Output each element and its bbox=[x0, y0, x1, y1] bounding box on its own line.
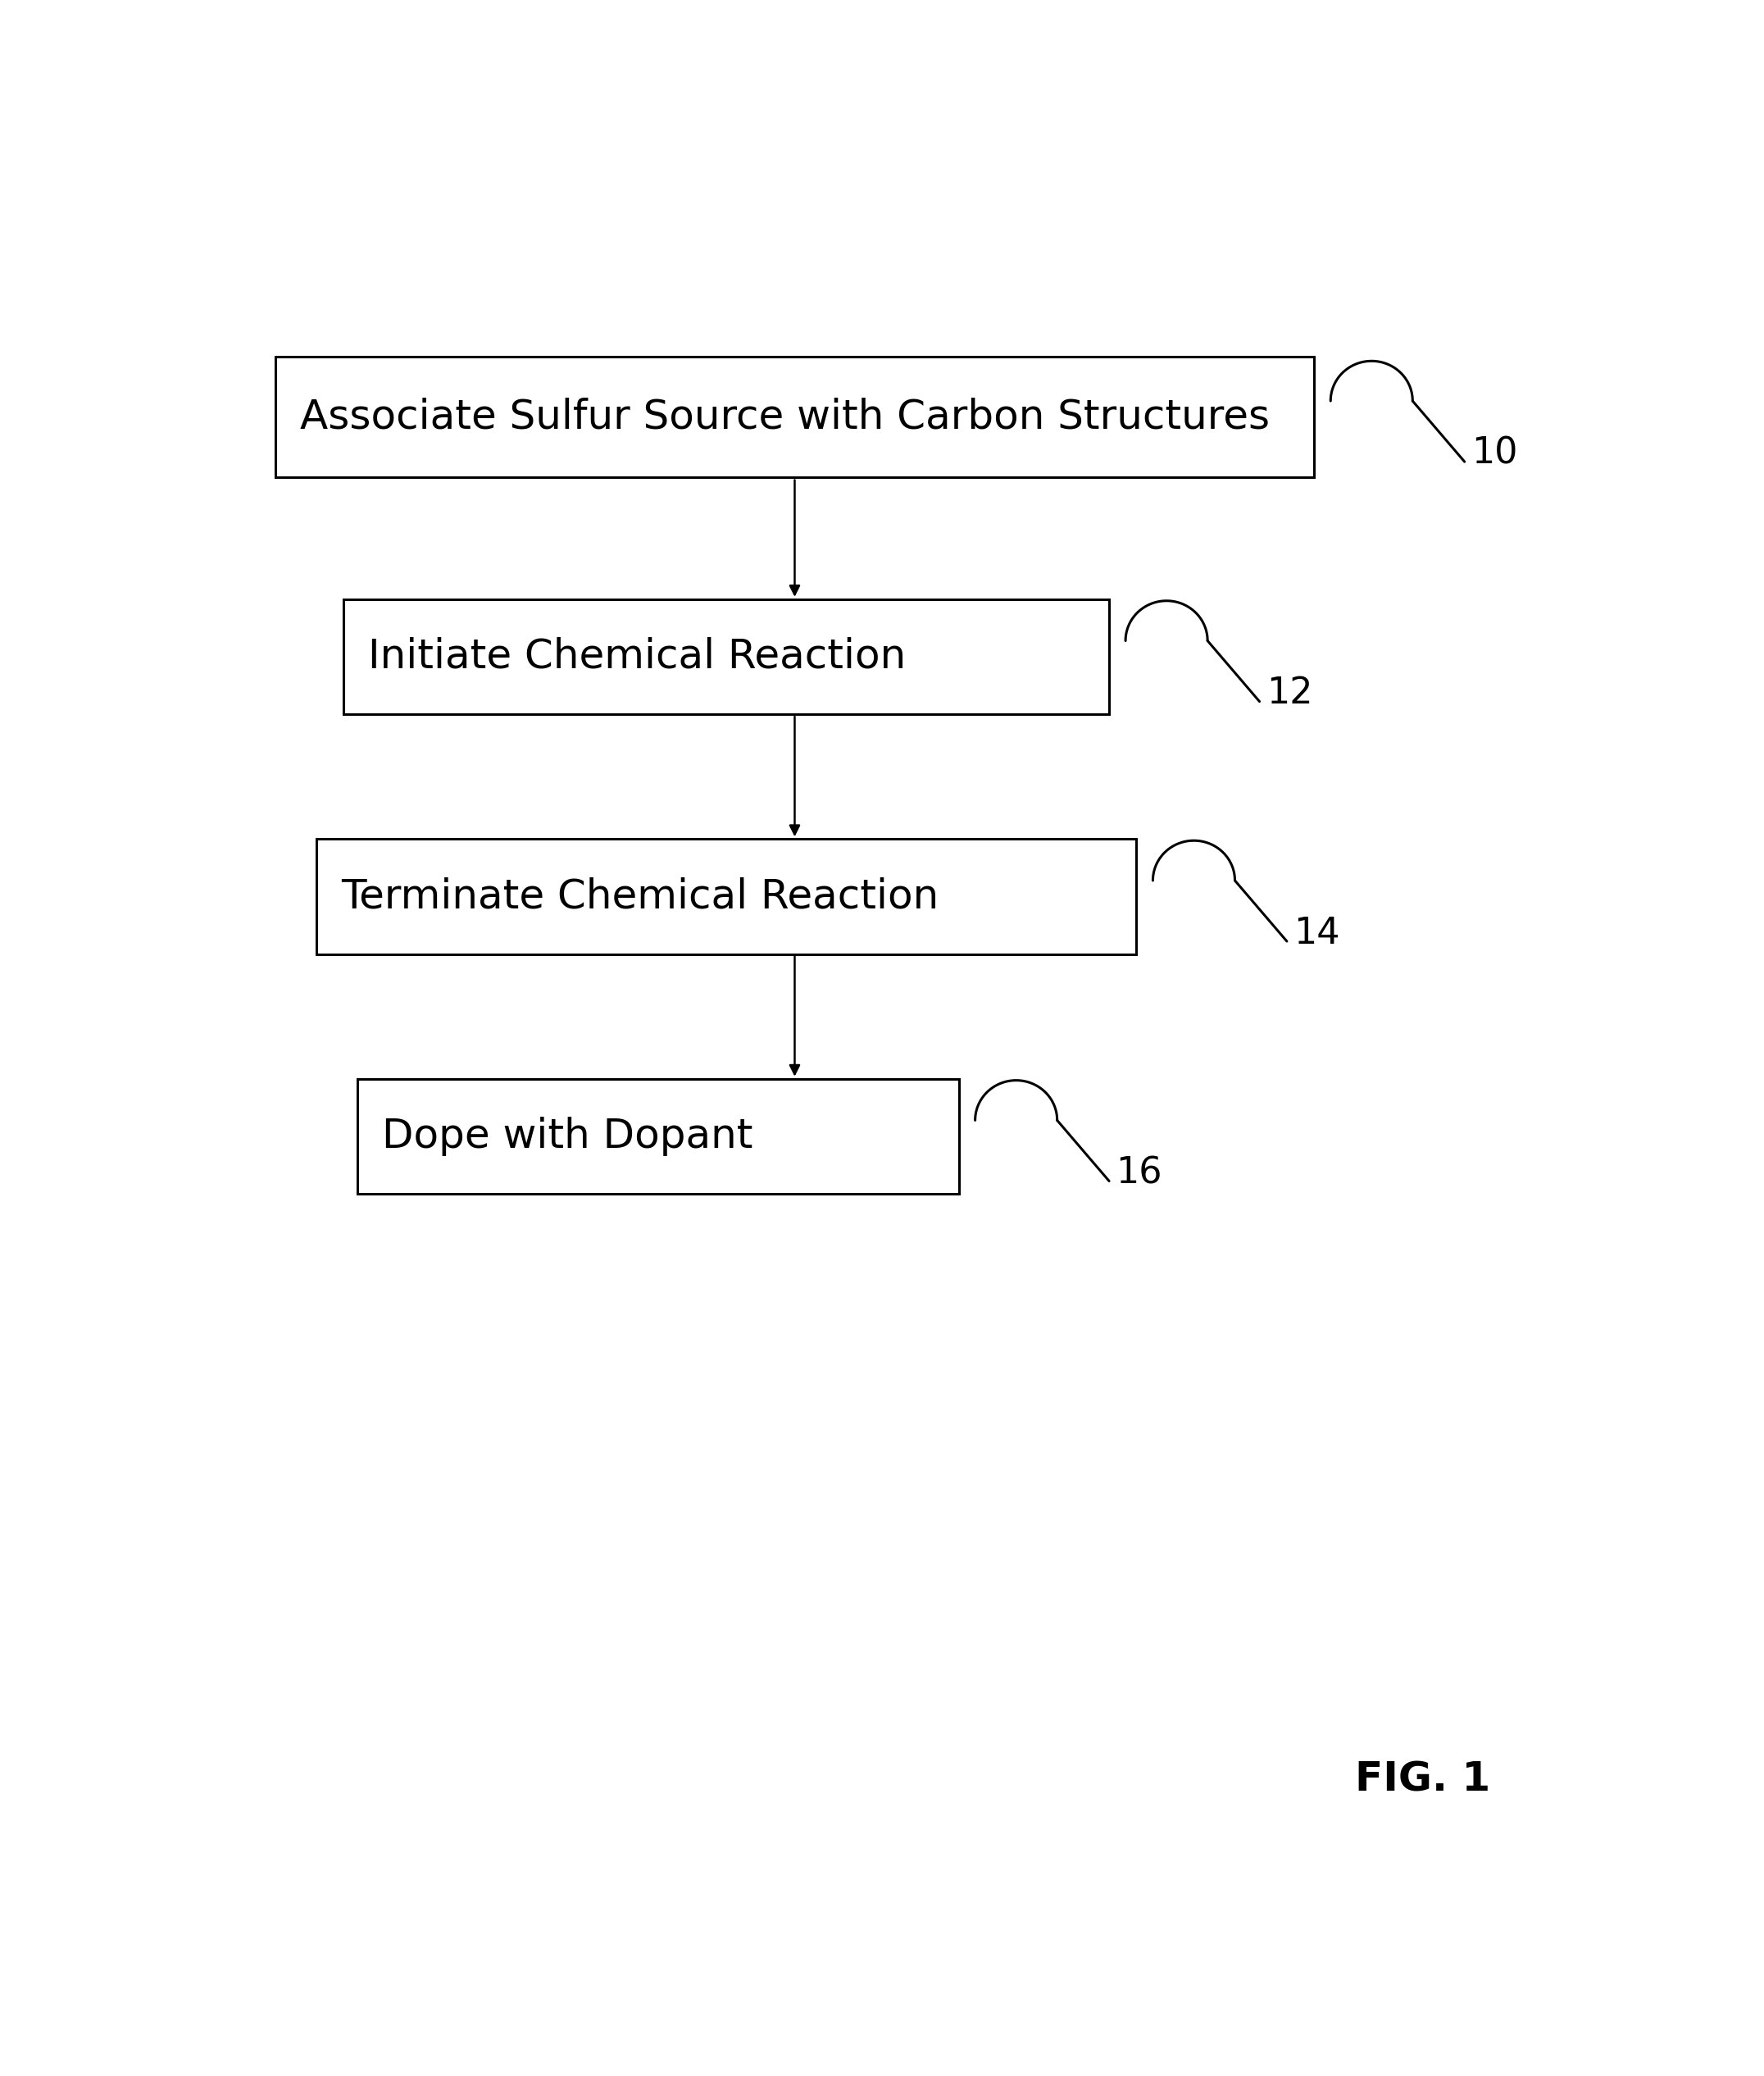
FancyBboxPatch shape bbox=[356, 1080, 960, 1194]
Text: 12: 12 bbox=[1267, 677, 1312, 712]
Text: 14: 14 bbox=[1293, 916, 1341, 951]
FancyBboxPatch shape bbox=[344, 600, 1110, 714]
Text: Associate Sulfur Source with Carbon Structures: Associate Sulfur Source with Carbon Stru… bbox=[300, 397, 1270, 436]
Text: FIG. 1: FIG. 1 bbox=[1355, 1760, 1491, 1800]
FancyBboxPatch shape bbox=[316, 839, 1136, 955]
Text: Terminate Chemical Reaction: Terminate Chemical Reaction bbox=[340, 876, 938, 916]
Text: 16: 16 bbox=[1117, 1156, 1162, 1192]
Text: Dope with Dopant: Dope with Dopant bbox=[381, 1117, 753, 1156]
Text: Initiate Chemical Reaction: Initiate Chemical Reaction bbox=[369, 637, 907, 677]
FancyBboxPatch shape bbox=[275, 357, 1314, 477]
Text: 10: 10 bbox=[1471, 436, 1517, 471]
